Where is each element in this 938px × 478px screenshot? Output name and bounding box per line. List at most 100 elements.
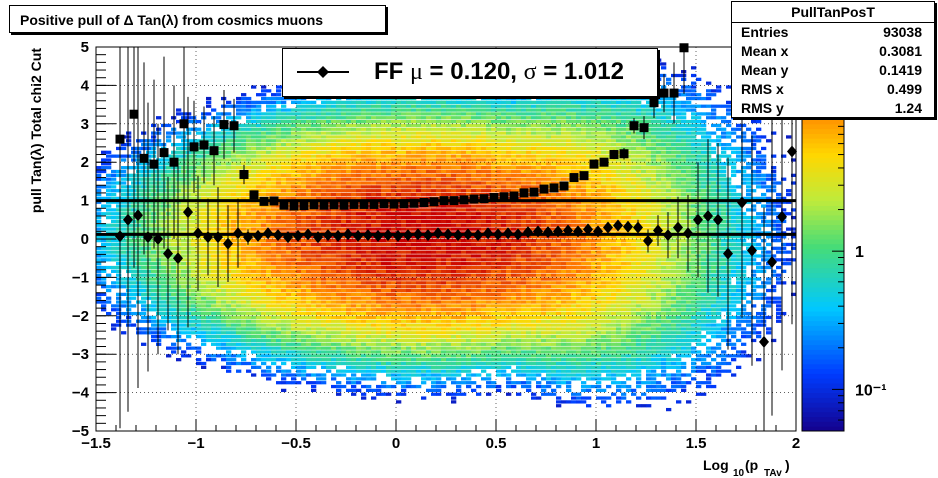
heatmap-cell xyxy=(166,135,172,139)
heatmap-cell xyxy=(411,369,417,373)
heatmap-cell xyxy=(346,304,352,308)
heatmap-cell xyxy=(376,150,382,154)
heatmap-cell xyxy=(406,196,412,201)
heatmap-cell xyxy=(246,143,252,147)
heatmap-cell xyxy=(406,354,412,358)
heatmap-cell xyxy=(241,277,247,281)
heatmap-cell xyxy=(396,369,402,373)
heatmap-cell xyxy=(386,177,392,181)
heatmap-cell xyxy=(301,154,307,158)
heatmap-cell xyxy=(376,123,382,128)
heatmap-cell xyxy=(436,108,442,112)
heatmap-cell xyxy=(321,135,327,139)
heatmap-cell xyxy=(341,185,347,189)
heatmap-cell xyxy=(166,258,172,262)
heatmap-cell xyxy=(241,146,247,151)
heatmap-cell xyxy=(276,292,282,297)
heatmap-cell xyxy=(296,327,302,331)
heatmap-cell xyxy=(281,246,287,250)
heatmap-cell xyxy=(291,227,297,231)
heatmap-cell xyxy=(111,254,117,258)
heatmap-cell xyxy=(111,308,117,312)
heatmap-cell xyxy=(431,166,437,170)
heatmap-cell xyxy=(281,119,287,124)
heatmap-cell xyxy=(261,254,267,258)
heatmap-cell xyxy=(456,139,462,143)
heatmap-cell xyxy=(201,335,207,339)
heatmap-cell xyxy=(216,246,222,250)
heatmap-cell xyxy=(276,177,282,181)
heatmap-cell xyxy=(391,384,397,389)
heatmap-cell xyxy=(316,296,322,300)
heatmap-cell xyxy=(261,85,267,89)
heatmap-cell xyxy=(166,196,172,201)
heatmap-cell xyxy=(241,308,247,312)
heatmap-cell xyxy=(421,181,427,185)
heatmap-cell xyxy=(441,311,447,316)
heatmap-cell xyxy=(126,250,132,254)
heatmap-cell xyxy=(441,323,447,327)
heatmap-cell xyxy=(276,311,282,316)
heatmap-cell xyxy=(301,242,307,247)
heatmap-cell xyxy=(216,269,222,273)
heatmap-cell xyxy=(296,204,302,208)
heatmap-cell xyxy=(176,327,182,331)
heatmap-cell xyxy=(206,311,212,316)
heatmap-cell xyxy=(396,358,402,362)
heatmap-cell xyxy=(346,308,352,312)
heatmap-cell xyxy=(166,296,172,300)
heatmap-cell xyxy=(421,208,427,212)
heatmap-cell xyxy=(371,350,377,354)
heatmap-cell xyxy=(361,373,367,377)
heatmap-cell xyxy=(356,108,362,112)
heatmap-cell xyxy=(441,250,447,254)
heatmap-cell xyxy=(291,350,297,354)
heatmap-cell xyxy=(376,254,382,258)
heatmap-cell xyxy=(351,311,357,316)
heatmap-cell xyxy=(461,277,467,281)
heatmap-cell xyxy=(301,239,307,243)
heatmap-cell xyxy=(281,227,287,231)
heatmap-cell xyxy=(421,227,427,231)
heatmap-cell xyxy=(156,173,162,177)
heatmap-cell xyxy=(441,119,447,124)
heatmap-cell xyxy=(386,223,392,227)
heatmap-cell xyxy=(326,319,332,323)
heatmap-cell xyxy=(306,219,312,224)
heatmap-cell xyxy=(441,292,447,297)
heatmap-cell xyxy=(391,323,397,327)
heatmap-cell xyxy=(341,112,347,116)
heatmap-cell xyxy=(361,269,367,273)
heatmap-cell xyxy=(441,331,447,335)
heatmap-cell xyxy=(311,196,317,201)
heatmap-cell xyxy=(341,135,347,139)
heatmap-cell xyxy=(426,116,432,120)
heatmap-cell xyxy=(341,242,347,247)
heatmap-cell xyxy=(311,135,317,139)
heatmap-cell xyxy=(386,254,392,258)
heatmap-cell xyxy=(196,311,202,316)
heatmap-cell xyxy=(376,146,382,151)
heatmap-cell xyxy=(351,288,357,293)
heatmap-cell xyxy=(271,319,277,323)
heatmap-cell xyxy=(176,196,182,201)
heatmap-cell xyxy=(96,269,102,273)
heatmap-cell xyxy=(461,150,467,154)
heatmap-cell xyxy=(376,311,382,316)
heatmap-cell xyxy=(381,304,387,308)
heatmap-cell xyxy=(431,304,437,308)
heatmap-cell xyxy=(416,215,422,220)
heatmap-cell xyxy=(331,296,337,300)
heatmap-cell xyxy=(381,227,387,231)
heatmap-cell xyxy=(381,331,387,335)
heatmap-cell xyxy=(376,169,382,174)
heatmap-cell xyxy=(426,200,432,204)
heatmap-cell xyxy=(466,331,472,335)
heatmap-cell xyxy=(396,292,402,297)
heatmap-cell xyxy=(321,292,327,297)
heatmap-cell xyxy=(366,143,372,147)
heatmap-cell xyxy=(456,108,462,112)
heatmap-cell xyxy=(236,185,242,189)
heatmap-cell xyxy=(231,219,237,224)
heatmap-cell xyxy=(281,265,287,270)
